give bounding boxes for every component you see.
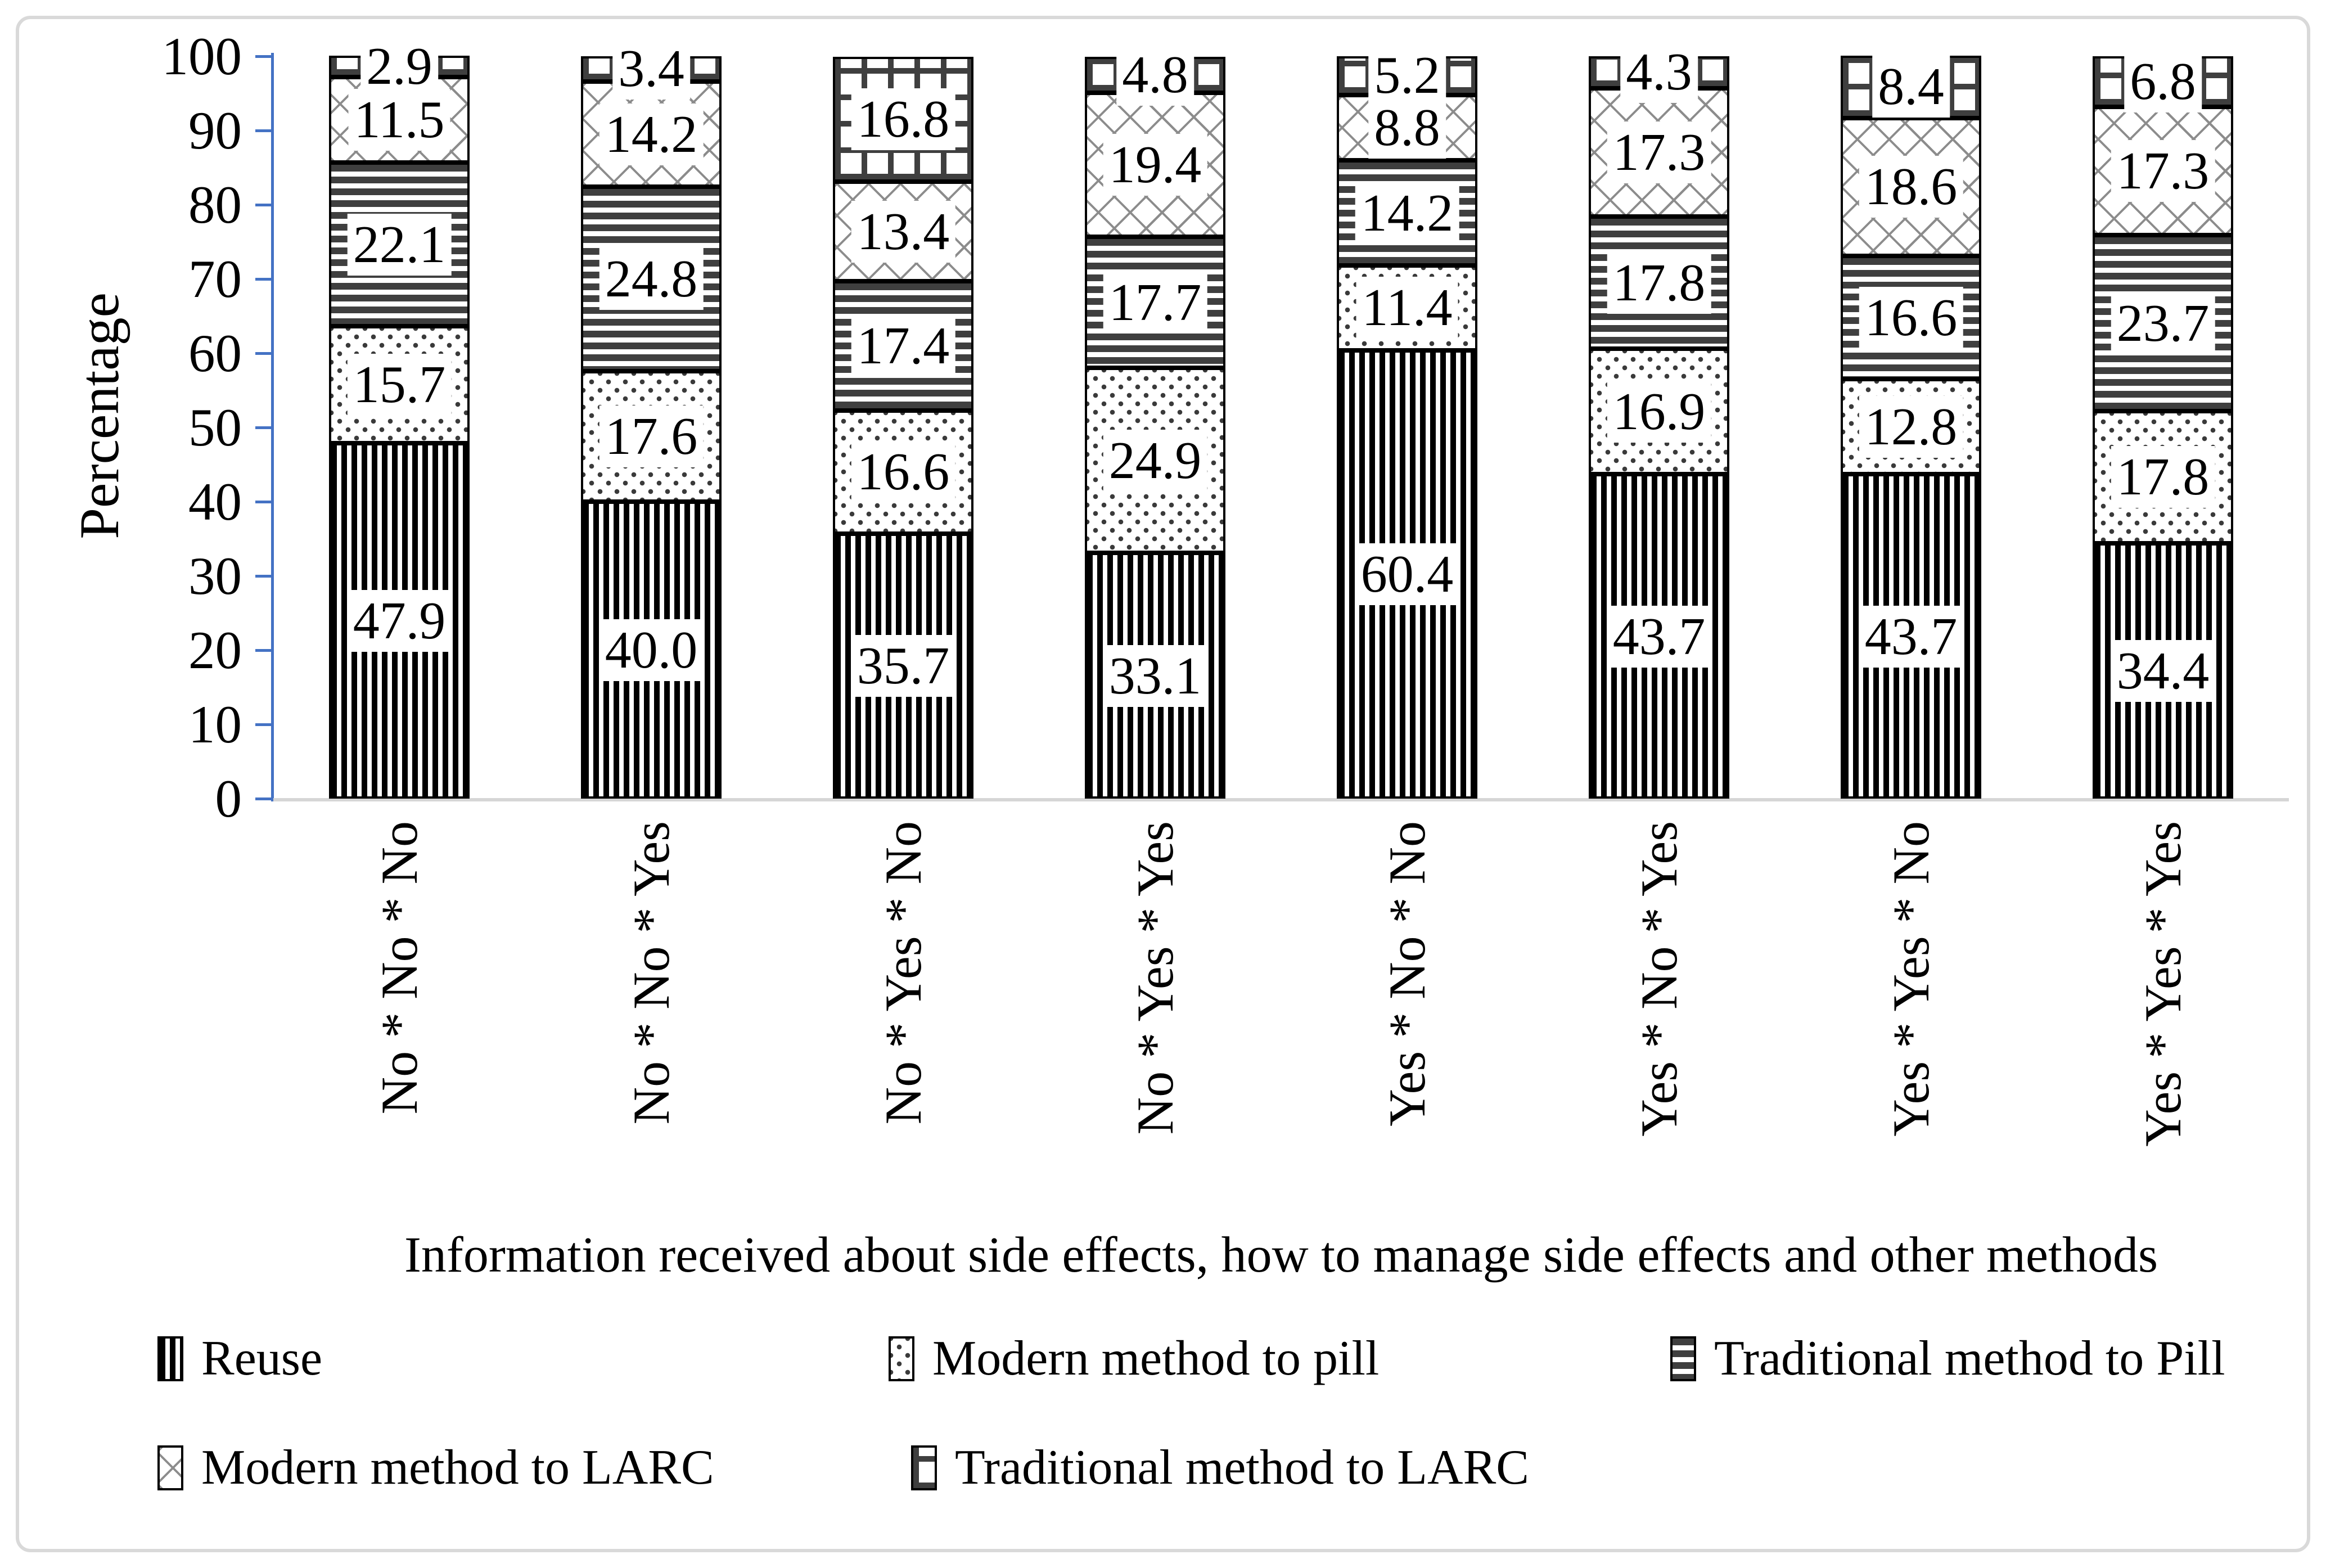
- bar-value-label: 22.1: [347, 213, 452, 276]
- bar-value-label: 17.3: [1607, 121, 1711, 183]
- bar-value-label: 17.8: [2111, 446, 2215, 508]
- bar-value-label: 17.3: [2111, 139, 2215, 202]
- bar-value-label: 2.9: [360, 35, 438, 97]
- bar-value-label: 14.2: [1355, 182, 1459, 244]
- legend-swatch-hstripe-icon: [1670, 1336, 1696, 1381]
- legend-swatch-dots-icon: [889, 1336, 914, 1381]
- y-tick-label: 40: [188, 472, 242, 531]
- legend-item: Reuse: [157, 1332, 322, 1386]
- bar-value-label: 8.4: [1872, 56, 1950, 118]
- y-tick-mark: [255, 129, 272, 132]
- legend-item: Modern method to pill: [889, 1332, 1379, 1386]
- y-tick-mark: [255, 723, 272, 726]
- y-tick-mark: [255, 574, 272, 578]
- y-tick-mark: [255, 426, 272, 429]
- y-axis-line: [271, 53, 274, 801]
- legend-label: Traditional method to Pill: [1714, 1331, 2225, 1386]
- bar-value-label: 4.3: [1620, 41, 1698, 103]
- bar-value-label: 33.1: [1103, 645, 1207, 707]
- legend-swatch-grid-icon: [911, 1445, 937, 1490]
- y-tick-label: 60: [188, 323, 242, 383]
- bar-value-label: 8.8: [1368, 96, 1446, 159]
- y-tick-label: 20: [188, 620, 242, 680]
- legend-item: Traditional method to Pill: [1670, 1332, 2225, 1386]
- bar-value-label: 16.9: [1607, 380, 1711, 443]
- y-tick-label: 90: [188, 101, 242, 160]
- bar-value-label: 18.6: [1859, 156, 1963, 218]
- bar-value-label: 17.6: [599, 405, 704, 467]
- y-tick-label: 0: [215, 769, 242, 828]
- bar-value-label: 43.7: [1607, 605, 1711, 668]
- bar-value-label: 17.7: [1103, 271, 1207, 334]
- bar-value-label: 14.2: [599, 103, 704, 165]
- bar-value-label: 24.8: [599, 248, 704, 310]
- bar-value-label: 47.9: [347, 589, 452, 652]
- chart-border: [16, 16, 2310, 1552]
- legend-swatch-crosshatch-icon: [157, 1445, 183, 1490]
- legend-label: Modern method to pill: [932, 1331, 1380, 1386]
- y-tick-mark: [255, 203, 272, 206]
- bar-value-label: 34.4: [2111, 639, 2215, 702]
- y-tick-mark: [255, 500, 272, 503]
- legend-item: Modern method to LARC: [157, 1441, 714, 1495]
- legend-label: Traditional method to LARC: [955, 1440, 1529, 1495]
- y-tick-mark: [255, 797, 272, 800]
- bar-value-label: 3.4: [612, 38, 690, 100]
- y-tick-label: 50: [188, 398, 242, 457]
- y-tick-label: 70: [188, 249, 242, 309]
- y-tick-label: 100: [161, 26, 242, 86]
- bar-value-label: 15.7: [347, 354, 452, 416]
- bar-value-label: 40.0: [599, 619, 704, 681]
- bar-value-label: 4.8: [1116, 44, 1194, 106]
- legend-swatch-vstripe-icon: [157, 1336, 183, 1381]
- bar-value-label: 17.8: [1607, 251, 1711, 314]
- bar-value-label: 16.6: [1859, 286, 1963, 349]
- bar-value-label: 23.7: [2111, 292, 2215, 354]
- bar-value-label: 11.4: [1356, 277, 1458, 339]
- bar-value-label: 17.4: [851, 314, 955, 377]
- y-tick-mark: [255, 648, 272, 652]
- y-tick-label: 30: [188, 546, 242, 606]
- bar-value-label: 60.4: [1355, 543, 1459, 606]
- y-tick-mark: [255, 55, 272, 58]
- bar-value-label: 19.4: [1103, 133, 1207, 196]
- legend-label: Modern method to LARC: [201, 1440, 714, 1495]
- legend-label: Reuse: [201, 1331, 323, 1386]
- bar-value-label: 24.9: [1103, 429, 1207, 492]
- bar-value-label: 11.5: [348, 88, 450, 151]
- bar-value-label: 35.7: [851, 635, 955, 697]
- x-axis-line: [273, 798, 2289, 801]
- bar-value-label: 16.8: [851, 88, 955, 151]
- legend-item: Traditional method to LARC: [911, 1441, 1529, 1495]
- bar-value-label: 13.4: [851, 200, 955, 263]
- x-axis-title: Information received about side effects,…: [404, 1227, 2158, 1283]
- bar-value-label: 43.7: [1859, 605, 1963, 668]
- bar-value-label: 6.8: [2124, 50, 2202, 112]
- y-tick-mark: [255, 352, 272, 355]
- y-tick-mark: [255, 277, 272, 281]
- y-tick-label: 10: [188, 695, 242, 754]
- bar-value-label: 5.2: [1368, 44, 1446, 107]
- bar-value-label: 16.6: [851, 441, 955, 503]
- bar-value-label: 12.8: [1859, 395, 1963, 458]
- y-tick-label: 80: [188, 175, 242, 235]
